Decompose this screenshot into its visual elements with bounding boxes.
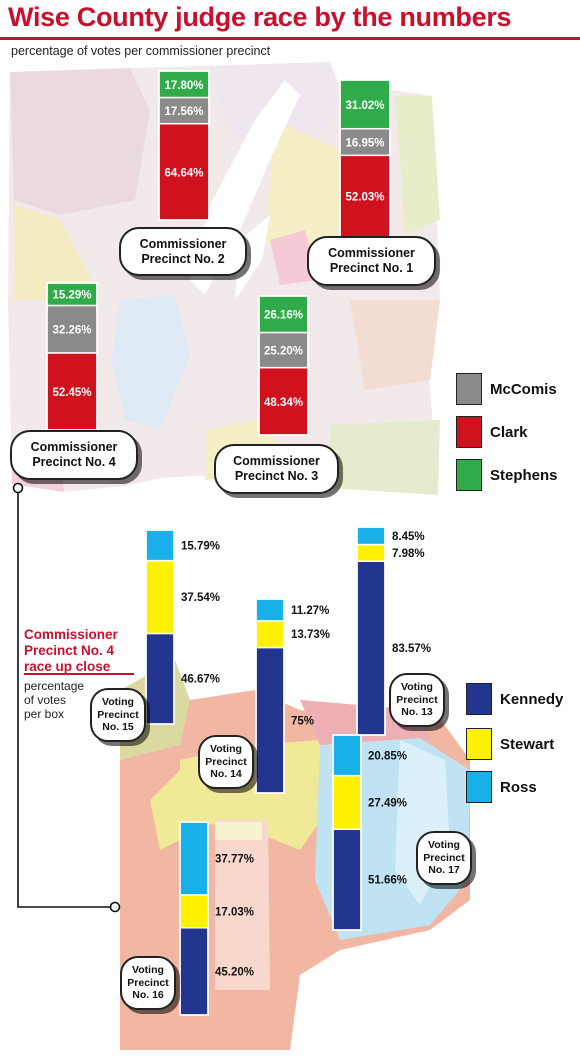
voting-precinct-13-bar-outline	[356, 526, 386, 736]
map-region-se	[350, 300, 440, 390]
voting-precinct-15-label-stewart: 37.54%	[181, 592, 220, 604]
voting-precinct-14-bar-kennedy	[255, 646, 285, 794]
commissioner-precinct-3-label-clark: 48.34%	[264, 397, 303, 409]
commissioner-precinct-2-label-clark: 64.64%	[164, 167, 203, 179]
voting-precinct-16-highlight	[215, 822, 262, 840]
voting-precinct-17-label-kennedy: 51.66%	[368, 875, 407, 887]
legend-swatch-kennedy	[466, 683, 492, 715]
title-divider	[0, 37, 580, 40]
connector-end-dot	[109, 901, 121, 913]
commissioner-precinct-3-label-stephens: 26.16%	[264, 310, 303, 322]
voting-precinct-16-label-kennedy: 45.20%	[215, 966, 254, 978]
voting-precinct-16-bar-kennedy	[179, 927, 209, 1016]
inset-subtitle: percentage of votes per box	[24, 679, 85, 721]
lake-south	[235, 215, 270, 300]
voting-precinct-14-label-kennedy: 75%	[291, 715, 314, 727]
commissioner-precinct-bars: 64.64% 17.56% 17.80% 52.03% 16.95% 31.02% 52.4…	[46, 70, 391, 436]
legend-item-clark: Clark	[456, 416, 528, 448]
voting-precinct-16-inner	[215, 820, 270, 990]
commissioner-precinct-4-bar-clark	[46, 352, 98, 431]
map-region-e	[395, 96, 440, 235]
map-region-se-green	[330, 420, 440, 495]
voting-precinct-15-label-kennedy: 46.67%	[181, 674, 220, 686]
commissioner-precinct-3-label: Commissioner Precinct No. 3	[214, 444, 339, 494]
voting-precinct-14-label-ross: 11.27%	[291, 605, 329, 617]
voting-precinct-15-label-ross: 15.79%	[181, 540, 220, 552]
voting-precinct-14-bar-ross	[255, 598, 285, 622]
voting-precinct-13-label: Voting Precinct No. 13	[389, 673, 445, 727]
voting-precinct-17-label: Voting Precinct No. 17	[416, 831, 472, 885]
voting-precinct-14-bar-stewart	[255, 620, 285, 649]
legend-item-kennedy: Kennedy	[466, 683, 563, 715]
voting-precinct-16-bar-stewart	[179, 894, 209, 929]
legend-swatch-stewart	[466, 728, 492, 760]
connector-line	[17, 488, 113, 908]
voting-precinct-16-label-stewart: 17.03%	[215, 906, 254, 918]
legend-swatch-stephens	[456, 459, 482, 491]
commissioner-precinct-3-bar-mccomis	[258, 331, 309, 369]
commissioner-precinct-1-bar-mccomis	[339, 127, 391, 157]
voting-precinct-17-label-ross: 20.85%	[368, 750, 407, 762]
voting-precinct-15-bar-stewart	[145, 559, 175, 635]
map-region-center-blue	[112, 295, 190, 430]
voting-precinct-15-bar-kennedy	[145, 632, 175, 725]
commissioner-precinct-4-label-mccomis: 32.26%	[52, 325, 91, 337]
commissioner-precinct-3-bar-stephens	[258, 295, 309, 334]
inset-title: Commissioner Precinct No. 4 race up clos…	[24, 627, 118, 674]
voting-precinct-14-label-stewart: 13.73%	[291, 629, 330, 641]
voting-precinct-13-label-ross: 8.45%	[392, 531, 425, 543]
commissioner-precinct-2-label-stephens: 17.80%	[164, 80, 203, 92]
commissioner-precinct-2-label: Commissioner Precinct No. 2	[119, 227, 247, 276]
commissioner-precinct-1-label: Commissioner Precinct No. 1	[307, 236, 436, 286]
legend-item-stewart: Stewart	[466, 728, 554, 760]
commissioner-precinct-4-label: Commissioner Precinct No. 4	[10, 430, 138, 480]
legend-swatch-ross	[466, 771, 492, 803]
map-region-nw	[10, 68, 150, 215]
commissioner-precinct-3-bar-outline	[258, 295, 309, 436]
legend-item-stephens: Stephens	[456, 459, 558, 491]
voting-precinct-14-label: Voting Precinct No. 14	[198, 735, 254, 789]
map-region-w-yellow	[14, 205, 92, 300]
voting-precinct-17-bar-ross	[332, 734, 362, 777]
voting-precinct-17-bar-stewart	[332, 774, 362, 831]
legend-swatch-mccomis	[456, 373, 482, 405]
voting-precinct-13-bar-ross	[356, 526, 386, 546]
commissioner-precinct-2-bar-outline	[158, 70, 210, 221]
commissioner-precinct-4-label-clark: 52.45%	[52, 387, 91, 399]
voting-precinct-15-bar-outline	[145, 529, 175, 725]
commissioner-precinct-1-label-stephens: 31.02%	[345, 100, 384, 112]
page-subtitle: percentage of votes per commissioner pre…	[11, 44, 271, 58]
commissioner-precinct-1-label-mccomis: 16.95%	[345, 138, 384, 150]
page-title: Wise County judge race by the numbers	[8, 2, 512, 32]
voting-precinct-16-bar-outline	[179, 821, 209, 1016]
voting-precinct-16-label-ross: 37.77%	[215, 853, 254, 865]
voting-precinct-13-label-kennedy: 83.57%	[392, 643, 431, 655]
voting-precinct-17-bar-outline	[332, 734, 362, 931]
voting-precinct-bars: 46.67% 37.54% 15.79% 75% 13.73% 11.27% 83.57% 7…	[145, 526, 431, 1016]
commissioner-precinct-4-bar-mccomis	[46, 304, 98, 354]
voting-precinct-14-bar-outline	[255, 598, 285, 794]
commissioner-precinct-2-label-mccomis: 17.56%	[164, 106, 203, 118]
voting-precinct-13-bar-stewart	[356, 543, 386, 562]
voting-precinct-17-label-stewart: 27.49%	[368, 797, 407, 809]
legend-item-mccomis: McComis	[456, 373, 557, 405]
commissioner-precinct-4-label-stephens: 15.29%	[52, 290, 91, 302]
voting-precinct-16-bar-ross	[179, 821, 209, 896]
inset-divider	[24, 673, 134, 675]
legend-swatch-clark	[456, 416, 482, 448]
voting-precinct-13-bar-kennedy	[356, 560, 386, 736]
voting-precinct-17-bar-kennedy	[332, 828, 362, 931]
connector-start-dot	[12, 482, 24, 494]
voting-precinct-15-label: Voting Precinct No. 15	[90, 688, 146, 742]
map-region-pink	[270, 230, 318, 285]
commissioner-precinct-3-label-mccomis: 25.20%	[264, 346, 303, 358]
legend-item-ross: Ross	[466, 771, 537, 803]
voting-precinct-15-bar-ross	[145, 529, 175, 562]
voting-precinct-13-label-stewart: 7.98%	[392, 548, 425, 560]
commissioner-precinct-1-label-clark: 52.03%	[345, 192, 384, 204]
voting-precinct-16-label: Voting Precinct No. 16	[120, 956, 176, 1010]
